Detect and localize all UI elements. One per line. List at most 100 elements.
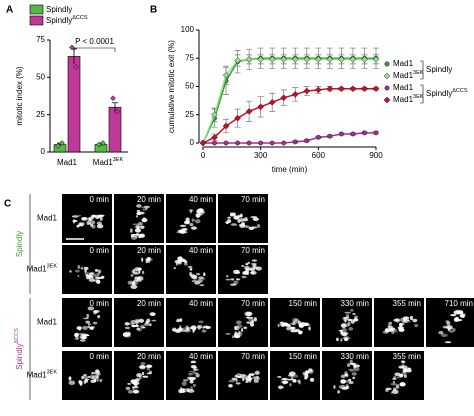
chromosome xyxy=(191,218,195,222)
chromosome xyxy=(227,216,231,219)
chromosome xyxy=(96,379,99,382)
x-tick-label-main: Mad1 xyxy=(93,158,114,167)
chromosome xyxy=(87,323,91,326)
series-line xyxy=(203,132,376,144)
chromosome xyxy=(349,359,353,364)
chromosome xyxy=(235,271,241,274)
chromosome xyxy=(230,223,237,226)
legend-group-label-main: Spindly xyxy=(426,89,452,98)
chromosome xyxy=(235,320,242,325)
chromosome xyxy=(247,261,251,265)
marker xyxy=(327,133,333,139)
chromosome xyxy=(349,308,354,312)
chromosome xyxy=(141,326,146,329)
panel-label: A xyxy=(6,5,13,16)
chromosome xyxy=(277,323,280,327)
chromosome xyxy=(304,322,309,327)
chromosome xyxy=(146,257,151,262)
marker xyxy=(268,56,276,63)
marker xyxy=(361,85,368,93)
chromosome xyxy=(255,266,262,271)
chromosome xyxy=(97,315,101,319)
chromosome xyxy=(74,332,79,338)
chromosome xyxy=(140,225,145,229)
chromosome xyxy=(86,313,90,319)
chromosome xyxy=(292,320,296,325)
chromosome xyxy=(129,228,133,233)
chromosome xyxy=(288,371,296,377)
marker xyxy=(338,56,345,63)
chromosome xyxy=(178,325,182,327)
x-axis-title: time (min) xyxy=(272,165,308,174)
chromosome xyxy=(136,212,142,216)
chromosome xyxy=(87,222,91,225)
chromosome xyxy=(139,376,142,380)
chromosome xyxy=(253,379,259,383)
legend-label: SpindlyΔCCS xyxy=(46,15,88,25)
chromosome xyxy=(180,329,187,332)
chromosome xyxy=(77,265,81,269)
chromosome xyxy=(73,219,76,224)
chromosome xyxy=(130,319,137,325)
chromosome xyxy=(179,318,183,323)
group-label-sup: ΔCCS xyxy=(14,328,20,344)
chromosome xyxy=(180,388,186,391)
chromosome xyxy=(340,338,343,342)
chromosome xyxy=(151,319,157,322)
chromosome xyxy=(453,310,461,315)
chromosome xyxy=(232,335,235,339)
chromosome xyxy=(89,274,92,279)
chromosome xyxy=(82,325,88,330)
chromosome xyxy=(134,267,141,271)
chromosome xyxy=(237,219,241,223)
chromosome xyxy=(179,229,183,234)
time-label: 70 min xyxy=(241,352,265,361)
chromosome xyxy=(242,270,250,275)
chromosome xyxy=(225,278,231,281)
chromosome xyxy=(149,312,156,317)
x-tick-label: Mad1 xyxy=(57,158,78,167)
chromosome xyxy=(403,374,407,378)
chromosome xyxy=(124,334,131,338)
chromosome xyxy=(181,228,188,231)
chromosome xyxy=(138,235,141,239)
chromosome xyxy=(189,222,194,227)
chromosome xyxy=(351,372,357,376)
chromosome xyxy=(349,362,355,365)
chromosome xyxy=(298,380,301,385)
chromosome xyxy=(140,362,146,365)
time-label: 710 min xyxy=(445,299,473,308)
chromosome xyxy=(253,317,257,322)
marker xyxy=(338,131,344,137)
legend-label: Mad1 xyxy=(393,59,414,68)
chromosome xyxy=(236,214,243,218)
row-label-main: Mad1 xyxy=(27,265,48,274)
time-label: 70 min xyxy=(241,246,265,255)
data-point xyxy=(96,141,102,148)
chromosome xyxy=(340,323,347,328)
time-label: 40 min xyxy=(189,299,213,308)
chromosome xyxy=(135,215,139,218)
chromosome xyxy=(145,364,153,369)
chromosome xyxy=(88,278,96,282)
chromosome xyxy=(99,217,103,221)
chromosome xyxy=(282,380,289,384)
chromosome xyxy=(239,373,246,377)
chromosome xyxy=(228,384,233,388)
chromosome xyxy=(337,390,340,394)
chromosome xyxy=(409,315,414,321)
chromosome xyxy=(190,226,198,230)
chromosome xyxy=(281,377,284,380)
chromosome xyxy=(238,223,245,226)
marker xyxy=(326,85,334,93)
chromosome xyxy=(175,262,178,266)
chromosome xyxy=(182,379,189,382)
chromosome xyxy=(181,381,187,386)
chromosome xyxy=(279,321,285,324)
chromosome xyxy=(234,374,238,378)
chromosome xyxy=(127,280,134,285)
chromosome xyxy=(85,274,89,279)
marker xyxy=(291,56,299,63)
chromosome xyxy=(344,337,349,342)
